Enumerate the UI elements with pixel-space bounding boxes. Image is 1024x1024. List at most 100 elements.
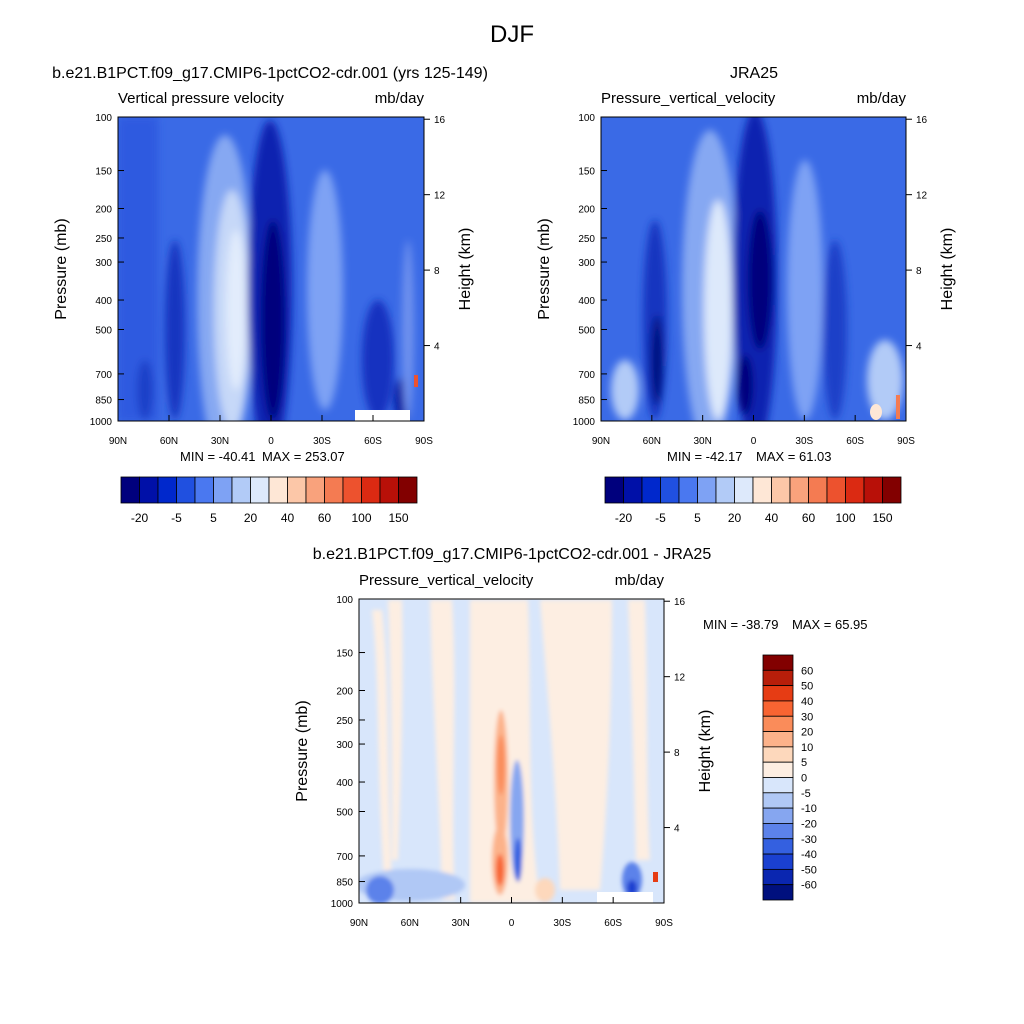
panel-obs-ytick-label: 850 xyxy=(578,396,595,407)
panel-obs-y2tick-label: 8 xyxy=(916,266,922,277)
panel-model-colorbar-label: 40 xyxy=(281,511,295,525)
panel-model-xtick-label: 60N xyxy=(160,436,178,447)
panel-diff-y2tick-label: 12 xyxy=(674,673,686,684)
panel-model-ytick-label: 400 xyxy=(95,296,112,307)
panel-diff-colorbar-label: -60 xyxy=(801,880,817,892)
panel-obs-ytick-label: 300 xyxy=(578,258,595,269)
panel-obs-colorbar-swatch xyxy=(752,476,772,504)
panel-obs-min: MIN = -42.17 xyxy=(667,449,743,464)
panel-obs-colorbar-swatch xyxy=(845,476,865,504)
panel-obs-colorbar-label: 60 xyxy=(802,511,816,525)
panel-diff-xtick-label: 0 xyxy=(509,918,515,929)
panel-model-colorbar-label: 5 xyxy=(210,511,217,525)
panel-diff-xtick-label: 60S xyxy=(604,918,622,929)
panel-diff-colorbar-label: 10 xyxy=(801,742,813,754)
panel-model-colorbar-label: 60 xyxy=(318,511,332,525)
panel-model-colorbar-swatch xyxy=(361,476,381,504)
panel-model-xtick-label: 0 xyxy=(268,436,274,447)
panel-diff-colorbar-swatch xyxy=(762,761,794,778)
panel-obs-y2tick-label: 12 xyxy=(916,191,928,202)
panel-model-ytick-label: 100 xyxy=(95,113,112,124)
panel-diff-ytick-label: 150 xyxy=(336,649,353,660)
panel-model-xtick-label: 30N xyxy=(211,436,229,447)
panel-diff-colorbar-swatch xyxy=(762,838,794,855)
panel-diff-colorbar-swatch xyxy=(762,823,794,840)
panel-obs-xtick-label: 90S xyxy=(897,436,915,447)
panel-model-colorbar-swatch xyxy=(305,476,325,504)
panel-model-colorbar-label: 150 xyxy=(388,511,408,525)
panel-diff-colorbar-label: -10 xyxy=(801,803,817,815)
panel-model-colorbar-swatch xyxy=(231,476,251,504)
panel-diff-colorbar-label: 0 xyxy=(801,773,807,785)
panel-model-colorbar-swatch xyxy=(213,476,233,504)
panel-diff-xtick-label: 90N xyxy=(350,918,368,929)
panel-obs-colorbar-swatch xyxy=(641,476,661,504)
panel-diff-colorbar-swatch xyxy=(762,654,794,671)
panel-obs-xtick-label: 60S xyxy=(846,436,864,447)
panel-obs-colorbar-swatch xyxy=(604,476,624,504)
panel-model-colorbar-swatch xyxy=(379,476,399,504)
panel-obs-colorbar-swatch xyxy=(826,476,846,504)
panel-model-title: b.e21.B1PCT.f09_g17.CMIP6-1pctCO2-cdr.00… xyxy=(52,65,488,82)
panel-obs-colorbar-swatch xyxy=(808,476,828,504)
panel-diff-field xyxy=(359,599,664,903)
panel-obs-colorbar-label: -20 xyxy=(615,511,633,525)
panel-model-y2tick-label: 16 xyxy=(434,115,446,126)
panel-obs-xtick-label: 30S xyxy=(795,436,813,447)
panel-diff-colorbar-swatch xyxy=(762,853,794,870)
panel-model-colorbar-swatch xyxy=(324,476,344,504)
panel-diff-xtick-label: 30N xyxy=(451,918,469,929)
panel-model-colorbar-swatch xyxy=(398,476,418,504)
panel-obs-ytick-label: 100 xyxy=(578,113,595,124)
panel-diff-xtick-label: 60N xyxy=(401,918,419,929)
panel-obs-colorbar-swatch xyxy=(771,476,791,504)
panel-diff-colorbar-swatch xyxy=(762,669,794,687)
panel-model-y2tick-label: 8 xyxy=(434,266,440,277)
panel-diff-colorbar-swatch xyxy=(762,731,794,748)
panel-diff-ytick-label: 100 xyxy=(336,595,353,606)
panel-model-ytick-label: 500 xyxy=(95,325,112,336)
panel-model-units: mb/day xyxy=(375,90,425,107)
panel-model-ytick-label: 1000 xyxy=(90,417,113,428)
panel-model-field xyxy=(118,117,424,421)
panel-diff-colorbar-swatch xyxy=(762,746,794,763)
panel-obs-units: mb/day xyxy=(857,90,907,107)
page-title: DJF xyxy=(490,21,534,48)
panel-obs-ytick-label: 200 xyxy=(578,205,595,216)
panel-model-colorbar-swatch xyxy=(287,476,307,504)
panel-diff-colorbar-swatch xyxy=(762,807,794,824)
panel-obs-ytick-label: 400 xyxy=(578,296,595,307)
panel-diff-colorbar-label: -40 xyxy=(801,849,817,861)
panel-obs-colorbar-label: 40 xyxy=(765,511,779,525)
panel-obs-field xyxy=(601,117,906,421)
panel-diff-ytick-label: 300 xyxy=(336,740,353,751)
panel-obs-axes: 100 150 200 250 300 400 500 700 850 1000 90N 60N 30N… xyxy=(536,113,956,447)
panel-diff-max: MAX = 65.95 xyxy=(792,617,868,632)
panel-obs-colorbar-swatch xyxy=(734,476,754,504)
panel-model-colorbar-swatch xyxy=(268,476,288,504)
panel-diff-y2tick-label: 16 xyxy=(674,597,686,608)
panel-model-ytick-label: 250 xyxy=(95,234,112,245)
panel-diff-colorbar-label: 60 xyxy=(801,665,813,677)
panel-diff-axes: 100 150 200 250 300 400 500 700 850 1000 90N 60N 30N… xyxy=(294,595,714,929)
panel-diff-ytick-label: 850 xyxy=(336,878,353,889)
panel-model-axes: 100 150 200 250 300 400 500 700 850 1000 90N 60N 30N… xyxy=(53,113,474,447)
panel-obs-ytick-label: 150 xyxy=(578,167,595,178)
panel-diff-colorbar-label: 5 xyxy=(801,757,807,769)
panel-obs: JRA25 Pressure_vertical_velocity mb/day xyxy=(536,65,956,525)
panel-diff-y2label: Height (km) xyxy=(697,710,714,793)
panel-obs-colorbar-swatch xyxy=(715,476,735,504)
panel-obs-colorbar-swatch xyxy=(882,476,902,504)
panel-diff-colorbar-swatch xyxy=(762,777,794,794)
panel-model-colorbar-swatch xyxy=(250,476,270,504)
panel-obs-ytick-label: 700 xyxy=(578,370,595,381)
panel-diff: b.e21.B1PCT.f09_g17.CMIP6-1pctCO2-cdr.00… xyxy=(294,546,868,929)
panel-obs-xtick-label: 0 xyxy=(751,436,757,447)
panel-diff-ylabel: Pressure (mb) xyxy=(294,700,311,801)
panel-obs-ytick-label: 250 xyxy=(578,234,595,245)
panel-obs-colorbar-swatch xyxy=(678,476,698,504)
panel-model-colorbar-swatch xyxy=(176,476,196,504)
panel-model-xtick-label: 90N xyxy=(109,436,127,447)
panel-obs-colorbar-label: -5 xyxy=(655,511,666,525)
